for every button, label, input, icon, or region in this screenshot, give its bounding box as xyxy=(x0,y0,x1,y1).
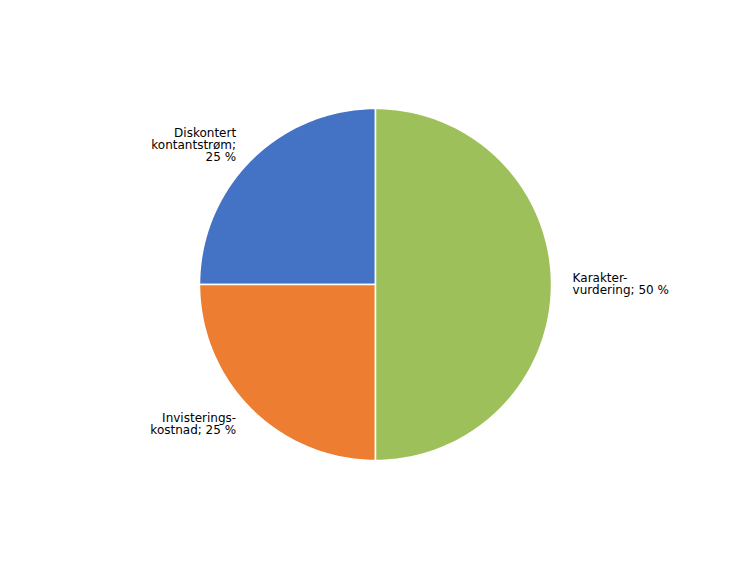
svg-text:Diskontertkontantstrøm;25 %: Diskontertkontantstrøm;25 % xyxy=(151,126,236,164)
svg-text:Invisterings-kostnad; 25 %: Invisterings-kostnad; 25 % xyxy=(150,411,236,437)
svg-text:Karakter-vurdering; 50 %: Karakter-vurdering; 50 % xyxy=(573,271,669,297)
